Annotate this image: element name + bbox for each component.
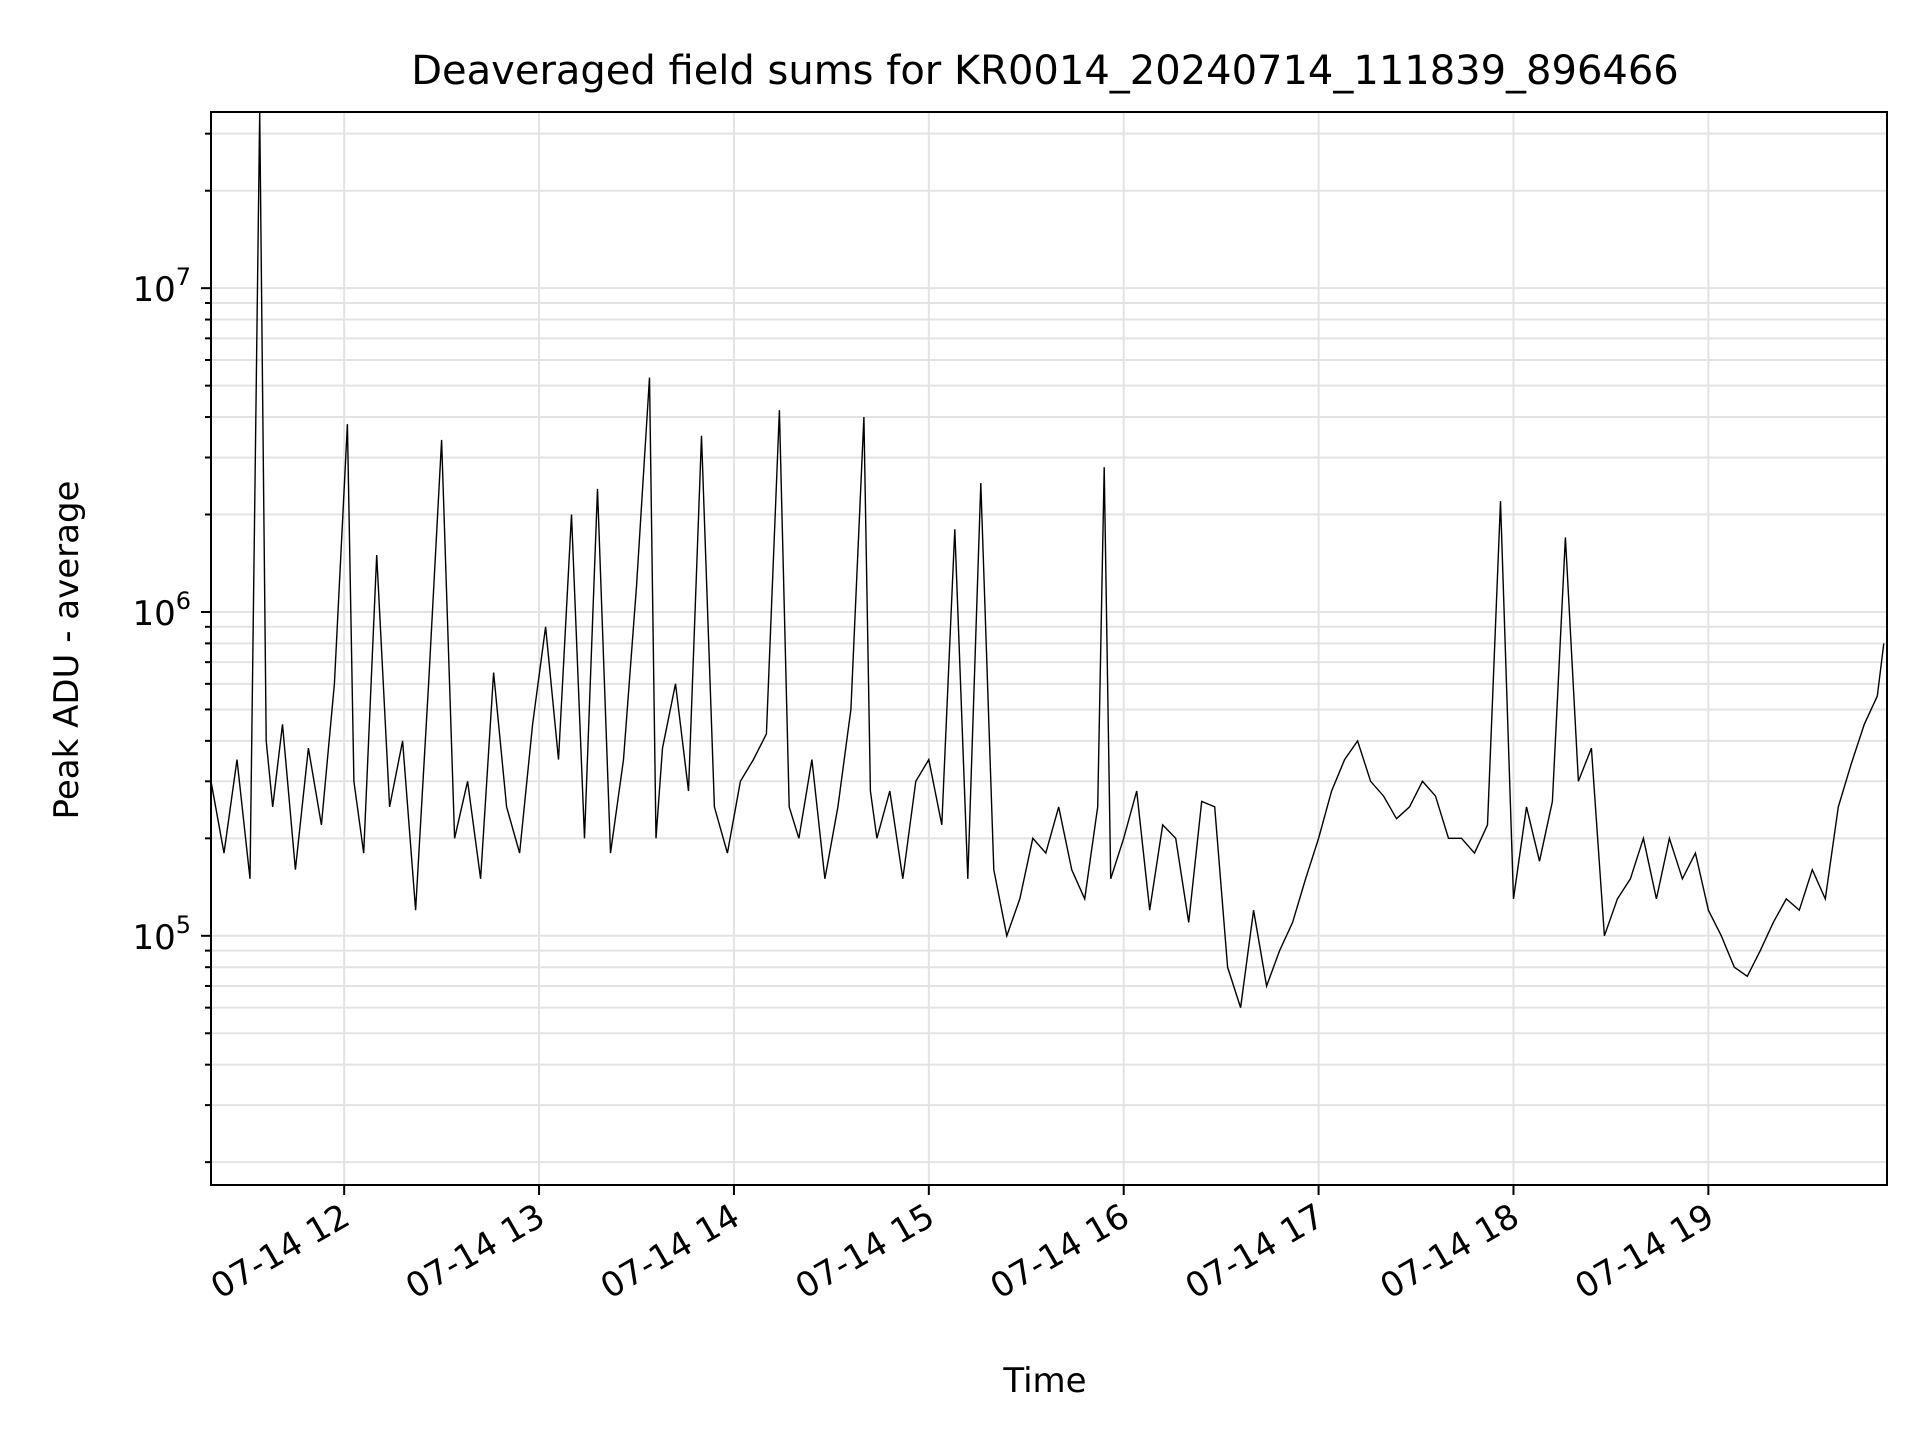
chart-title: Deaveraged field sums for KR0014_2024071… xyxy=(411,48,1679,94)
x-axis-label: Time xyxy=(1002,1361,1086,1401)
data-series xyxy=(210,111,1885,1008)
grid xyxy=(211,112,1887,1185)
y-tick-label: 106 xyxy=(132,587,191,634)
y-tick-label: 107 xyxy=(132,263,191,310)
y-axis-label: Peak ADU - average xyxy=(47,481,87,820)
series-line xyxy=(210,111,1885,1008)
plot-frame xyxy=(210,111,1888,1186)
y-tick-label: 105 xyxy=(132,911,191,958)
